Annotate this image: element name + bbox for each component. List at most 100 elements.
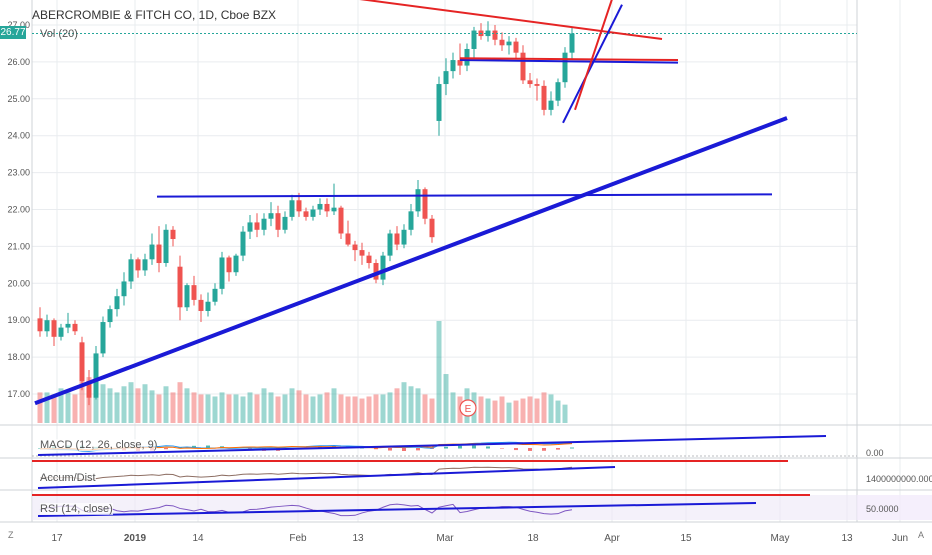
volume-bar [191, 392, 197, 423]
volume-bar [331, 388, 337, 423]
macd-histogram-bar [500, 448, 504, 449]
volume-bar [79, 372, 85, 423]
accum-dist-label: Accum/Dist [40, 472, 96, 484]
rsi-value-label: 50.0000 [866, 504, 899, 514]
volume-bar [128, 382, 134, 423]
candle-body [191, 285, 197, 300]
candle-body [107, 309, 113, 323]
volume-bar [324, 392, 330, 423]
volume-bar [499, 396, 505, 423]
zoom-button[interactable]: Z [8, 530, 14, 540]
candle-body [205, 301, 211, 311]
volume-bar [142, 384, 148, 423]
candle-body [338, 207, 344, 234]
falling-trendline [359, 0, 663, 41]
volume-bar [394, 388, 400, 423]
macd-histogram-bar [444, 446, 448, 449]
volume-bar [366, 396, 372, 423]
x-tick-label: May [771, 533, 790, 544]
volume-bar [485, 398, 491, 423]
volume-bar [373, 394, 379, 423]
accum-dist-value-label: 1400000000.0000 [866, 474, 932, 484]
candle-body [86, 381, 92, 398]
candle-body [51, 320, 57, 337]
volume-bar [240, 396, 246, 423]
candle-body [226, 257, 232, 273]
candle-body [415, 189, 421, 212]
volume-bar [163, 386, 169, 423]
candle-body [359, 250, 365, 256]
x-tick-label: Jun [892, 533, 908, 544]
candle-body [310, 209, 316, 217]
candle-body [443, 71, 449, 85]
volume-bar [51, 394, 57, 423]
volume-bar [352, 396, 358, 423]
last-price-tag: 26.77 [0, 26, 26, 39]
candle-body [282, 216, 288, 230]
volume-bar [408, 386, 414, 423]
volume-bar [303, 394, 309, 423]
macd-histogram-bar [542, 448, 546, 451]
macd-histogram-bar [374, 448, 378, 450]
resistance-trendline [156, 193, 773, 198]
candle-body [331, 207, 337, 212]
candle-body [513, 41, 519, 53]
candle-body [233, 255, 239, 273]
macd-histogram-bar [458, 445, 462, 449]
x-tick-label: 13 [841, 533, 853, 544]
candle-body [121, 281, 127, 297]
candle-body [156, 244, 162, 264]
volume-bar [436, 321, 442, 423]
x-tick-label: Apr [604, 533, 620, 544]
candle-body [135, 259, 141, 271]
candle-body [275, 213, 281, 230]
macd-histogram-bar [486, 446, 490, 449]
candle-body [114, 296, 120, 310]
candle-body [247, 222, 253, 232]
price-tick-label: 22.00 [7, 205, 30, 215]
steep-red-trendline [574, 0, 613, 111]
volume-bar [254, 394, 260, 423]
volume-bar [422, 394, 428, 423]
candle-body [569, 33, 575, 53]
price-tick-label: 20.00 [7, 278, 30, 288]
candle-body [289, 200, 295, 217]
volume-bar [534, 398, 540, 423]
candle-body [65, 323, 71, 328]
volume-bar [65, 392, 71, 423]
price-tick-label: 27.00 [7, 20, 30, 30]
volume-bar [562, 404, 568, 423]
candle-body [170, 229, 176, 240]
candle-body [387, 233, 393, 256]
volume-bar [219, 392, 225, 423]
candle-body [100, 322, 106, 354]
candle-body [548, 100, 554, 110]
macd-histogram-bar [528, 448, 532, 451]
candle-body [373, 263, 379, 280]
volume-bar [359, 398, 365, 423]
candle-body [429, 218, 435, 238]
rsi-trendline [37, 502, 757, 517]
candle-body [520, 52, 526, 81]
candle-body [324, 203, 330, 212]
volume-bar [247, 392, 253, 423]
volume-bar [121, 386, 127, 423]
candle-body [345, 233, 351, 245]
candle-body [408, 211, 414, 230]
candle-body [219, 257, 225, 289]
candle-body [534, 84, 540, 86]
volume-bar [541, 392, 547, 423]
volume-bar [415, 388, 421, 423]
candle-body [72, 323, 78, 332]
candle-body [44, 320, 50, 332]
volume-bar [345, 396, 351, 423]
candle-body [198, 299, 204, 311]
candle-body [240, 231, 246, 256]
auto-scale-button[interactable]: A [918, 530, 925, 540]
x-tick-label: 15 [680, 533, 692, 544]
volume-bar [261, 388, 267, 423]
volume-bar [548, 394, 554, 423]
price-tick-label: 19.00 [7, 315, 30, 325]
